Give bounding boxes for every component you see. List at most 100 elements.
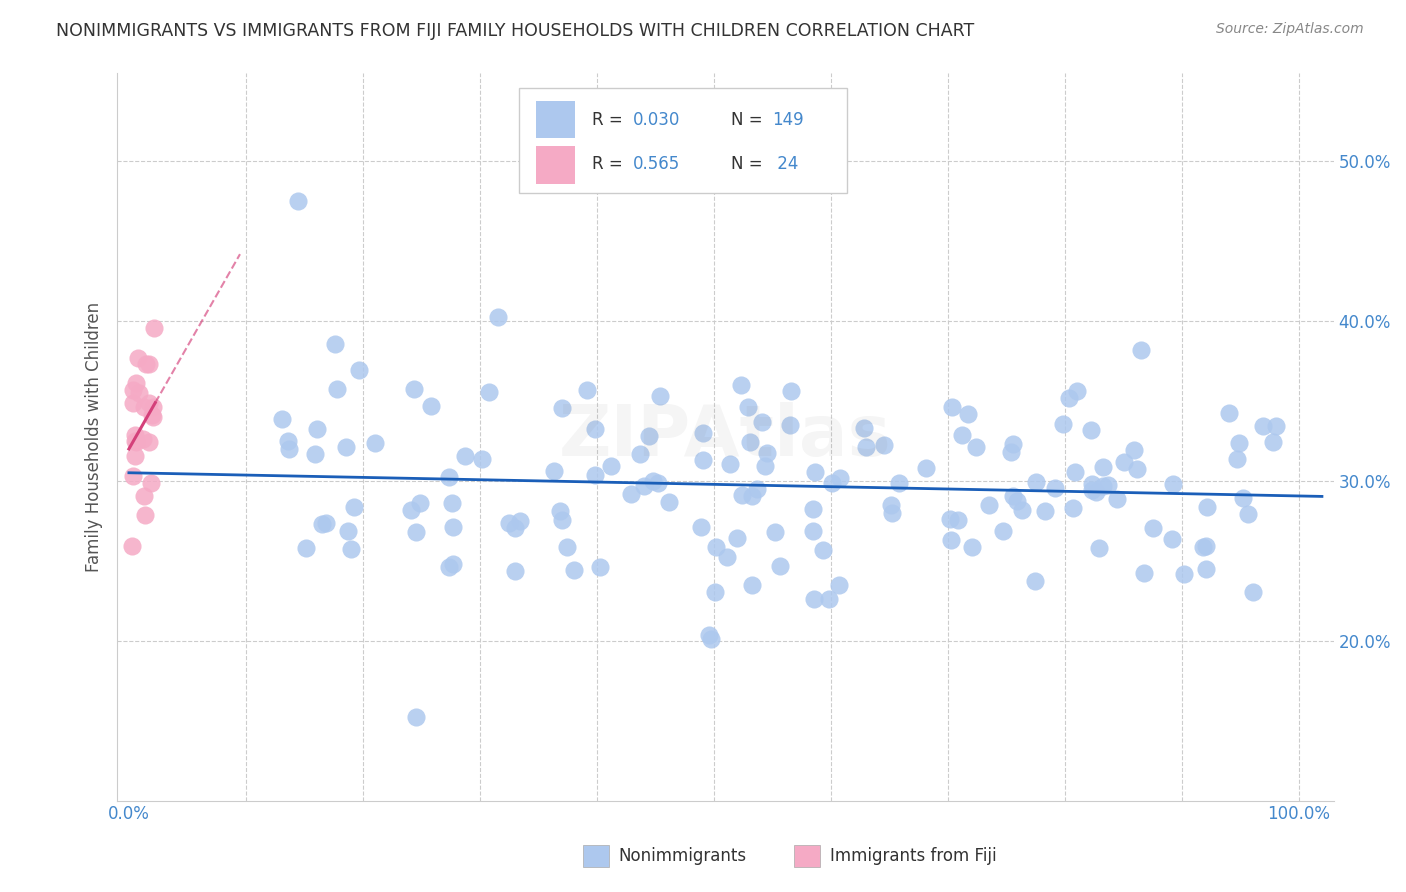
Point [125,376,148,390]
Point [737,400,759,414]
Point [880,498,903,512]
Point [979,498,1001,512]
Point [889,475,911,490]
Point [1025,475,1047,489]
Point [1142,521,1164,535]
Point [343,500,366,514]
Point [965,440,987,454]
Point [1092,479,1115,493]
Point [575,383,598,397]
Point [730,377,752,392]
Text: ZIPAtlas: ZIPAtlas [560,402,891,471]
Point [716,550,738,565]
Point [1001,437,1024,451]
Point [1000,444,1022,458]
Point [697,627,720,641]
Point [122,383,145,397]
Point [991,524,1014,539]
Point [505,521,527,535]
Point [960,541,983,555]
Point [557,540,579,554]
Point [121,539,143,553]
Point [1043,481,1066,495]
Point [1232,491,1254,505]
Point [763,524,786,539]
Point [142,400,165,414]
Point [405,524,427,539]
Point [439,470,461,484]
Point [135,358,157,372]
Point [703,584,725,599]
Point [803,592,825,607]
Point [1052,417,1074,432]
Point [1226,452,1249,467]
Point [419,399,441,413]
Point [755,446,778,460]
Point [852,420,875,434]
Point [583,422,606,436]
Text: 149: 149 [772,111,803,128]
Point [551,513,574,527]
Point [600,458,623,473]
Point [121,468,143,483]
Text: 0.030: 0.030 [633,111,681,128]
Point [1059,391,1081,405]
Point [1091,459,1114,474]
Point [1001,489,1024,503]
Point [803,465,825,479]
Point [125,435,148,450]
Point [648,389,671,403]
Point [142,321,165,335]
Point [950,428,973,442]
Point [134,400,156,414]
Point [1218,406,1240,420]
Point [1227,436,1250,450]
Point [939,512,962,526]
Point [505,565,527,579]
Point [754,459,776,474]
Point [1063,465,1085,479]
Point [315,516,337,530]
Point [1105,491,1128,506]
Point [1241,585,1264,599]
Point [124,450,146,464]
Point [880,507,903,521]
Point [1161,533,1184,547]
Point [295,541,318,555]
Point [725,532,748,546]
Point [138,396,160,410]
Point [830,471,852,485]
Point [1005,493,1028,508]
FancyBboxPatch shape [536,145,575,184]
Point [633,479,655,493]
Point [1195,500,1218,514]
Point [658,495,681,509]
Point [647,476,669,491]
Point [311,516,333,531]
Point [692,425,714,440]
Point [1122,442,1144,457]
Point [779,418,801,433]
Point [628,447,651,461]
Point [1011,503,1033,517]
Point [347,362,370,376]
Point [121,395,143,409]
Point [1192,540,1215,554]
Point [1084,485,1107,500]
Point [471,452,494,467]
Point [915,461,938,475]
Point [132,489,155,503]
Point [1066,384,1088,399]
Point [307,422,329,436]
Point [337,524,360,538]
Point [1112,455,1135,469]
Point [124,434,146,449]
Point [287,194,309,208]
Point [271,412,294,426]
Point [486,310,509,325]
Point [405,710,427,724]
Text: Nonimmigrants: Nonimmigrants [619,847,747,865]
Point [718,458,741,472]
Point [1080,424,1102,438]
Point [828,578,851,592]
